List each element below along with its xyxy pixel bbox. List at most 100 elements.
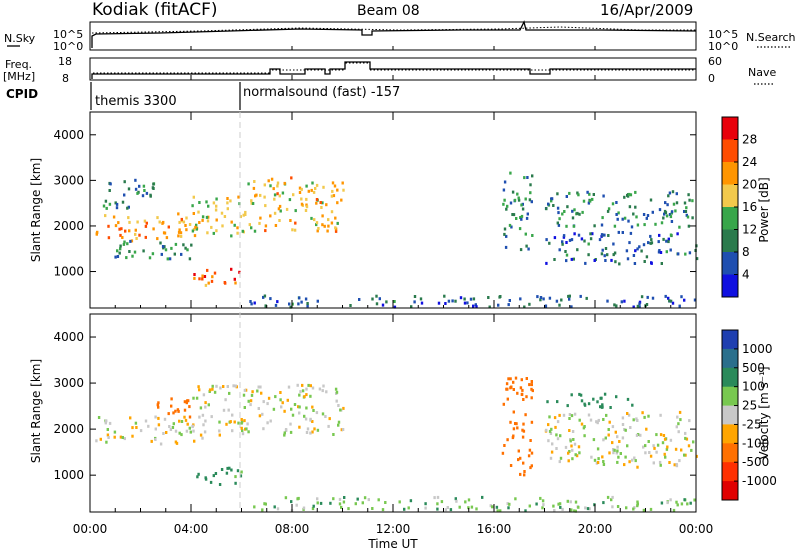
data-cell bbox=[257, 407, 260, 410]
power-y-axis: 1000 2000 3000 4000 bbox=[53, 128, 696, 279]
data-cell bbox=[419, 297, 423, 301]
data-cell bbox=[603, 392, 607, 396]
cpid-label: CPID bbox=[6, 87, 38, 101]
data-cell bbox=[507, 303, 510, 307]
colorbar-tick-label: 1000 bbox=[742, 342, 773, 356]
data-cell bbox=[506, 204, 509, 208]
data-cell bbox=[147, 424, 150, 428]
data-cell bbox=[325, 203, 328, 207]
data-cell bbox=[668, 461, 671, 464]
data-cell bbox=[512, 388, 515, 391]
data-cell bbox=[192, 212, 195, 215]
data-cell bbox=[330, 194, 334, 198]
data-cell bbox=[232, 384, 235, 388]
data-cell bbox=[593, 458, 597, 462]
data-cell bbox=[349, 304, 352, 307]
data-cell bbox=[342, 188, 345, 192]
data-cell bbox=[529, 183, 532, 187]
data-cell bbox=[645, 216, 648, 220]
data-cell bbox=[548, 296, 552, 300]
data-cell bbox=[283, 409, 286, 413]
data-cell bbox=[573, 208, 576, 212]
data-cell bbox=[539, 496, 542, 500]
data-cell bbox=[194, 225, 197, 229]
cpid-segment-1: themis 3300 bbox=[95, 94, 177, 109]
data-cell bbox=[174, 242, 178, 246]
data-cell bbox=[437, 301, 441, 305]
data-cell bbox=[663, 212, 666, 216]
data-cell bbox=[529, 466, 532, 470]
data-cell bbox=[203, 275, 207, 278]
colorbar-tick-label: 100 bbox=[742, 380, 765, 394]
data-cell bbox=[226, 197, 229, 200]
data-cell bbox=[331, 181, 335, 185]
data-cell bbox=[127, 187, 131, 191]
freq-unit-label: [MHz] bbox=[3, 70, 35, 83]
data-cell bbox=[314, 187, 317, 190]
data-cell bbox=[276, 300, 279, 304]
data-cell bbox=[240, 420, 244, 424]
data-cell bbox=[208, 388, 212, 392]
data-cell bbox=[502, 402, 505, 406]
data-cell bbox=[134, 232, 137, 236]
x-tick-label: 00:00 bbox=[679, 522, 714, 536]
data-cell bbox=[204, 283, 208, 287]
data-cell bbox=[573, 442, 577, 446]
data-cell bbox=[178, 228, 181, 232]
data-cell bbox=[658, 233, 661, 237]
data-cell bbox=[259, 216, 262, 220]
data-cell bbox=[635, 215, 638, 219]
data-cell bbox=[327, 224, 330, 228]
data-cell bbox=[664, 201, 667, 205]
data-cell bbox=[234, 281, 237, 285]
data-cell bbox=[629, 231, 633, 235]
data-cell bbox=[210, 279, 214, 283]
data-cell bbox=[178, 431, 181, 435]
data-cell bbox=[559, 456, 563, 460]
data-cell bbox=[531, 234, 534, 237]
data-cell bbox=[635, 433, 639, 437]
data-cell bbox=[530, 200, 533, 204]
data-cell bbox=[659, 413, 662, 417]
colorbar-tick-label: -1000 bbox=[742, 474, 777, 488]
data-cell bbox=[315, 201, 318, 205]
data-cell bbox=[272, 187, 275, 191]
data-cell bbox=[131, 434, 134, 438]
data-cell bbox=[286, 398, 289, 402]
data-cell bbox=[601, 248, 604, 252]
data-cell bbox=[660, 221, 664, 225]
data-cell bbox=[659, 433, 663, 437]
data-cell bbox=[157, 401, 160, 405]
data-cell bbox=[322, 185, 325, 189]
data-cell bbox=[680, 502, 684, 506]
data-cell bbox=[565, 241, 568, 244]
data-cell bbox=[512, 410, 515, 414]
data-cell bbox=[504, 245, 508, 249]
data-cell bbox=[506, 502, 509, 506]
data-cell bbox=[666, 203, 669, 207]
data-cell bbox=[522, 422, 525, 426]
data-cell bbox=[523, 470, 526, 473]
data-cell bbox=[612, 448, 615, 451]
data-cell bbox=[586, 190, 589, 194]
data-cell bbox=[667, 296, 670, 300]
data-cell bbox=[234, 481, 237, 485]
data-cell bbox=[575, 454, 579, 458]
data-cell bbox=[116, 255, 120, 258]
data-cell bbox=[645, 303, 649, 306]
data-cell bbox=[305, 197, 308, 201]
data-cell bbox=[640, 249, 643, 253]
data-cell bbox=[113, 430, 117, 434]
data-cell bbox=[509, 464, 513, 467]
data-cell bbox=[144, 235, 147, 239]
data-cell bbox=[316, 229, 319, 233]
data-cell bbox=[578, 392, 581, 396]
data-cell bbox=[138, 233, 141, 237]
data-cell bbox=[225, 422, 228, 426]
data-cell bbox=[509, 386, 512, 390]
data-cell bbox=[298, 186, 302, 190]
data-cell bbox=[508, 223, 512, 227]
data-cell bbox=[329, 501, 332, 505]
data-cell bbox=[124, 229, 127, 233]
data-cell bbox=[321, 389, 324, 393]
